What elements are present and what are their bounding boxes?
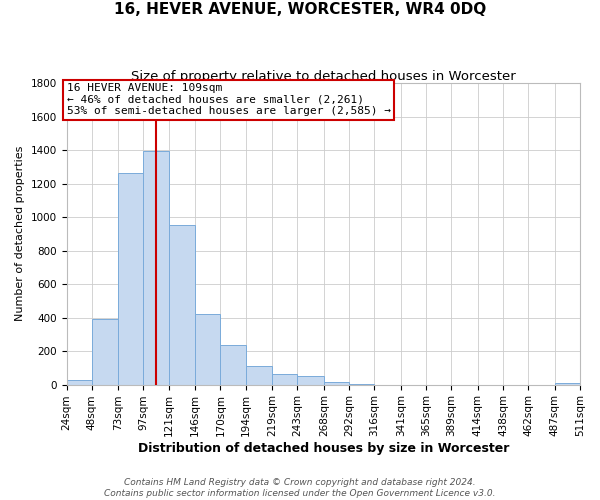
Text: Contains HM Land Registry data © Crown copyright and database right 2024.
Contai: Contains HM Land Registry data © Crown c… (104, 478, 496, 498)
Bar (169, 226, 195, 384)
Bar (246, 366, 272, 384)
Bar (272, 374, 298, 384)
Bar (195, 314, 220, 384)
Bar (143, 151, 169, 384)
Bar (324, 382, 349, 384)
Bar (298, 376, 324, 384)
Bar (92, 320, 118, 384)
X-axis label: Distribution of detached houses by size in Worcester: Distribution of detached houses by size … (137, 442, 509, 455)
Y-axis label: Number of detached properties: Number of detached properties (15, 146, 25, 322)
Text: 16 HEVER AVENUE: 109sqm
← 46% of detached houses are smaller (2,261)
53% of semi: 16 HEVER AVENUE: 109sqm ← 46% of detache… (67, 83, 391, 116)
Bar (118, 174, 143, 384)
Title: Size of property relative to detached houses in Worcester: Size of property relative to detached ho… (131, 70, 515, 83)
Bar (220, 345, 246, 385)
Text: 16, HEVER AVENUE, WORCESTER, WR4 0DQ: 16, HEVER AVENUE, WORCESTER, WR4 0DQ (114, 2, 486, 18)
Bar (554, 383, 580, 384)
Bar (67, 380, 92, 384)
